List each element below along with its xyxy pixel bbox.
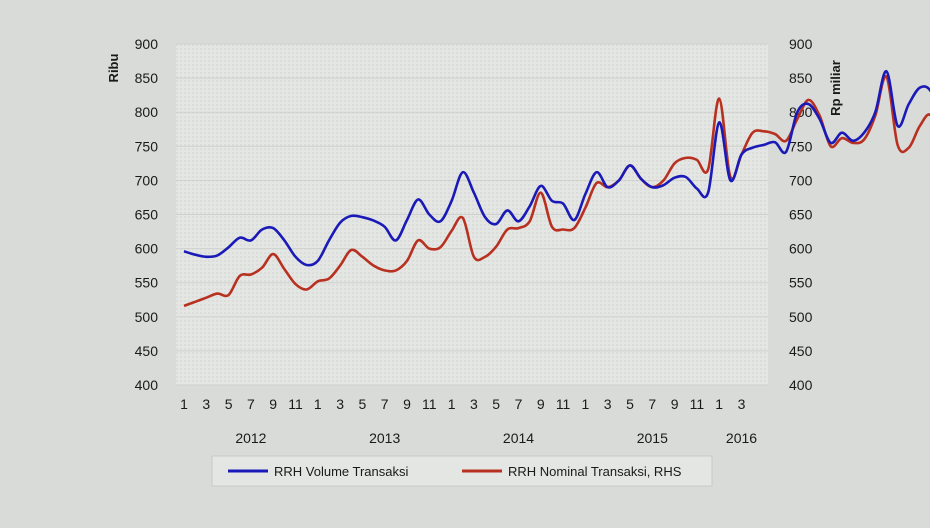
year-label: 2014	[503, 430, 534, 446]
x-tick-label: 11	[556, 396, 571, 412]
year-label: 2012	[235, 430, 266, 446]
x-tick-label: 1	[448, 396, 456, 412]
series-line-volume	[183, 69, 930, 267]
right-axis-title: Rp miliar	[828, 60, 843, 116]
x-tick-label: 11	[288, 396, 303, 412]
right-tick-label: 650	[789, 207, 813, 223]
x-tick-label: 7	[515, 396, 523, 412]
left-tick-label: 650	[135, 207, 159, 223]
left-tick-label: 800	[135, 104, 159, 120]
right-tick-label: 400	[789, 377, 813, 393]
left-tick-label: 450	[135, 343, 159, 359]
x-tick-label: 11	[422, 396, 437, 412]
right-tick-label: 850	[789, 70, 813, 86]
x-tick-label: 3	[470, 396, 478, 412]
legend-box	[211, 455, 713, 487]
right-tick-label: 450	[789, 343, 813, 359]
year-label: 2016	[726, 430, 757, 446]
x-tick-label: 9	[671, 396, 679, 412]
legend-label-volume: RRH Volume Transaksi	[274, 464, 408, 479]
x-tick-label: 11	[690, 396, 705, 412]
x-tick-label: 1	[314, 396, 322, 412]
x-tick-label: 7	[648, 396, 656, 412]
x-tick-label: 9	[403, 396, 411, 412]
x-tick-label: 3	[604, 396, 612, 412]
x-tick-label: 9	[269, 396, 277, 412]
right-tick-label: 500	[789, 309, 813, 325]
left-tick-label: 900	[135, 36, 159, 52]
left-axis-ticks: 400 450 500 550 600 650 700 750 800 850 900	[135, 36, 159, 393]
legend-label-nominal: RRH Nominal Transaksi, RHS	[508, 464, 682, 479]
x-tick-label: 3	[738, 396, 746, 412]
x-tick-label: 7	[381, 396, 389, 412]
x-tick-label: 3	[202, 396, 210, 412]
year-label: 2013	[369, 430, 400, 446]
x-tick-label: 3	[336, 396, 344, 412]
x-tick-label: 9	[537, 396, 545, 412]
left-tick-label: 550	[135, 275, 159, 291]
left-tick-label: 400	[135, 377, 159, 393]
x-tick-label: 5	[359, 396, 367, 412]
x-tick-label: 1	[715, 396, 723, 412]
series-line-nominal	[183, 75, 930, 308]
right-tick-label: 550	[789, 275, 813, 291]
left-tick-label: 850	[135, 70, 159, 86]
left-tick-label: 500	[135, 309, 159, 325]
x-tick-label: 1	[582, 396, 590, 412]
right-tick-label: 600	[789, 241, 813, 257]
left-axis-title: Ribu	[106, 54, 121, 83]
right-tick-label: 900	[789, 36, 813, 52]
legend: RRH Volume Transaksi RRH Nominal Transak…	[211, 455, 713, 487]
year-labels: 2012 2013 2014 2015 2016	[235, 430, 757, 446]
right-tick-label: 750	[789, 138, 813, 154]
x-tick-label: 5	[225, 396, 233, 412]
gridlines	[176, 43, 768, 386]
x-tick-label: 5	[626, 396, 634, 412]
series-lines	[183, 69, 930, 308]
left-tick-label: 750	[135, 138, 159, 154]
right-tick-label: 700	[789, 172, 813, 188]
x-tick-label: 7	[247, 396, 255, 412]
x-axis-ticks: 1 3 5 7 9 11 1 3 5 7 9 11 1 3 5 7 9 11 1 3 5 7 9 11 1 3	[180, 396, 746, 412]
x-tick-label: 5	[492, 396, 500, 412]
x-tick-label: 1	[180, 396, 188, 412]
year-label: 2015	[637, 430, 668, 446]
left-tick-label: 600	[135, 241, 159, 257]
left-tick-label: 700	[135, 172, 159, 188]
